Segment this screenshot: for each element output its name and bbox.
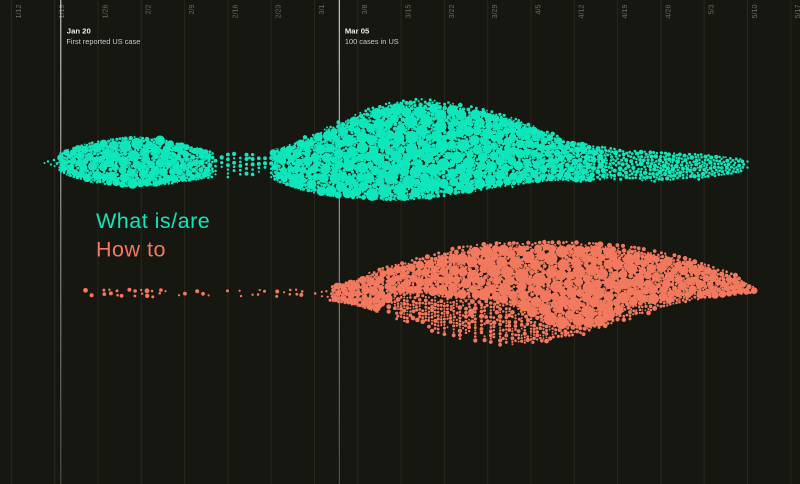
svg-text:3/29: 3/29 bbox=[490, 5, 499, 19]
svg-text:What is/are: What is/are bbox=[96, 209, 210, 233]
svg-text:1/26: 1/26 bbox=[100, 5, 109, 19]
svg-text:4/5: 4/5 bbox=[533, 5, 542, 15]
svg-text:2/2: 2/2 bbox=[144, 5, 153, 15]
svg-text:3/22: 3/22 bbox=[447, 5, 456, 19]
svg-text:Mar 05: Mar 05 bbox=[345, 27, 370, 36]
svg-text:1/12: 1/12 bbox=[14, 5, 23, 19]
svg-text:100 cases in US: 100 cases in US bbox=[345, 37, 399, 46]
svg-text:Jan 20: Jan 20 bbox=[67, 27, 91, 36]
svg-text:4/12: 4/12 bbox=[577, 5, 586, 19]
svg-text:2/23: 2/23 bbox=[274, 5, 283, 19]
svg-text:3/1: 3/1 bbox=[317, 5, 326, 15]
svg-text:First reported US case: First reported US case bbox=[66, 37, 140, 46]
svg-text:2/16: 2/16 bbox=[230, 5, 239, 19]
svg-text:4/26: 4/26 bbox=[663, 5, 672, 19]
svg-text:4/19: 4/19 bbox=[620, 5, 629, 19]
svg-text:2/9: 2/9 bbox=[187, 5, 196, 15]
svg-text:1/19: 1/19 bbox=[57, 5, 66, 19]
svg-text:3/8: 3/8 bbox=[360, 5, 369, 15]
svg-text:5/3: 5/3 bbox=[707, 5, 716, 15]
svg-text:5/10: 5/10 bbox=[750, 5, 759, 19]
svg-text:5/17: 5/17 bbox=[793, 5, 800, 19]
svg-text:How to: How to bbox=[96, 238, 166, 262]
svg-text:3/15: 3/15 bbox=[404, 5, 413, 19]
